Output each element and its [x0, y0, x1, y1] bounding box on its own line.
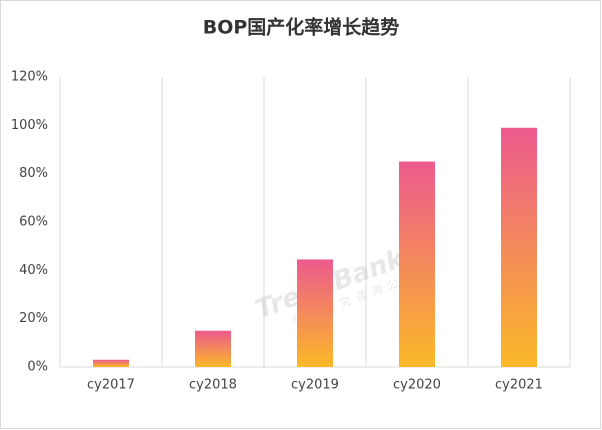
- y-tick-label: 60%: [19, 215, 48, 230]
- chart-title: BOP国产化率增长趋势: [203, 16, 400, 39]
- x-tick-label: cy2019: [291, 378, 339, 393]
- x-tick-label: cy2018: [189, 378, 237, 393]
- bar: [501, 127, 537, 367]
- x-tick-label: cy2020: [393, 378, 441, 393]
- y-tick-label: 40%: [19, 263, 48, 278]
- y-tick-label: 80%: [19, 166, 48, 181]
- y-tick-label: 0%: [27, 360, 48, 375]
- y-tick-label: 100%: [11, 118, 48, 133]
- x-tick-label: cy2017: [87, 378, 135, 393]
- y-tick-label: 20%: [19, 311, 48, 326]
- bar: [297, 259, 333, 367]
- bar: [195, 330, 231, 367]
- bar: [93, 359, 129, 367]
- x-tick-label: cy2021: [495, 378, 543, 393]
- y-tick-label: 120%: [11, 70, 48, 85]
- bar: [399, 161, 435, 367]
